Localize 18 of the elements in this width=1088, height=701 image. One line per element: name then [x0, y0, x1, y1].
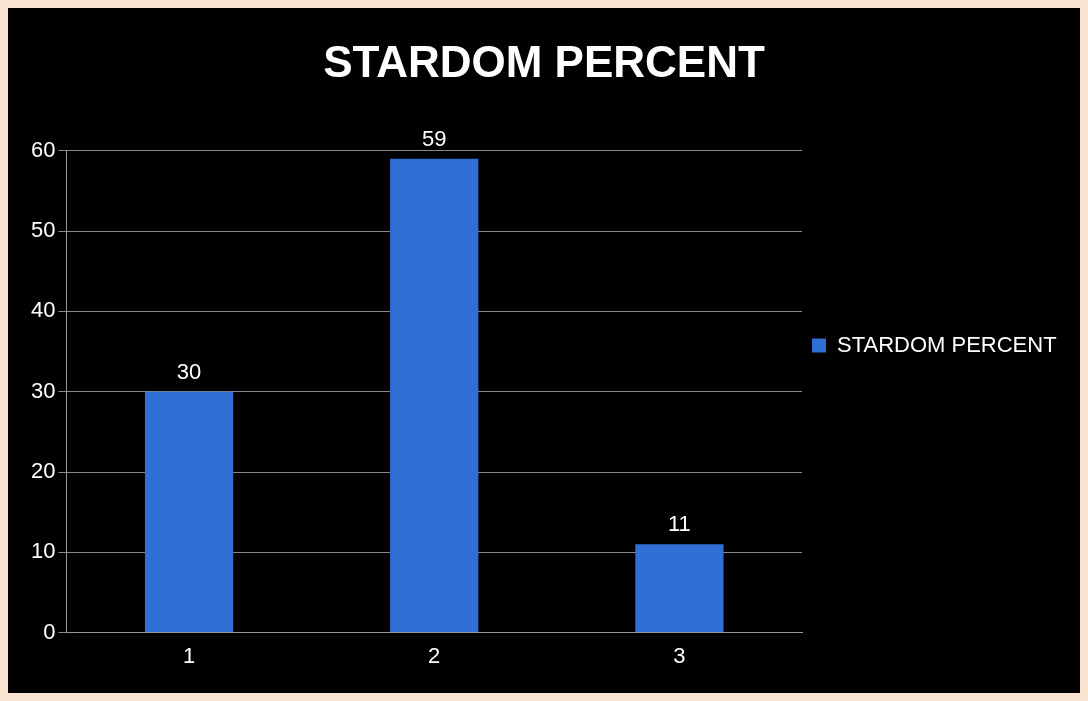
- x-tick-label: 3: [673, 642, 686, 668]
- x-tick-label: 2: [428, 642, 441, 668]
- bar: [144, 391, 234, 633]
- y-tick-label: 50: [30, 217, 56, 243]
- x-tick-label: 1: [182, 642, 196, 668]
- bar: [390, 158, 479, 633]
- y-tick-label: 60: [30, 136, 56, 162]
- y-tick-label: 20: [30, 458, 56, 484]
- data-label: 11: [667, 511, 691, 537]
- chart-title: STARDOM PERCENT: [323, 36, 765, 86]
- y-tick-label: 10: [30, 538, 56, 564]
- y-tick-label: 0: [43, 618, 56, 644]
- legend-label: STARDOM PERCENT: [837, 331, 1057, 357]
- y-tick-label: 30: [30, 377, 56, 403]
- data-label: 59: [421, 125, 447, 151]
- data-label: 30: [176, 358, 202, 384]
- y-tick-label: 40: [30, 297, 56, 323]
- bar: [635, 544, 724, 633]
